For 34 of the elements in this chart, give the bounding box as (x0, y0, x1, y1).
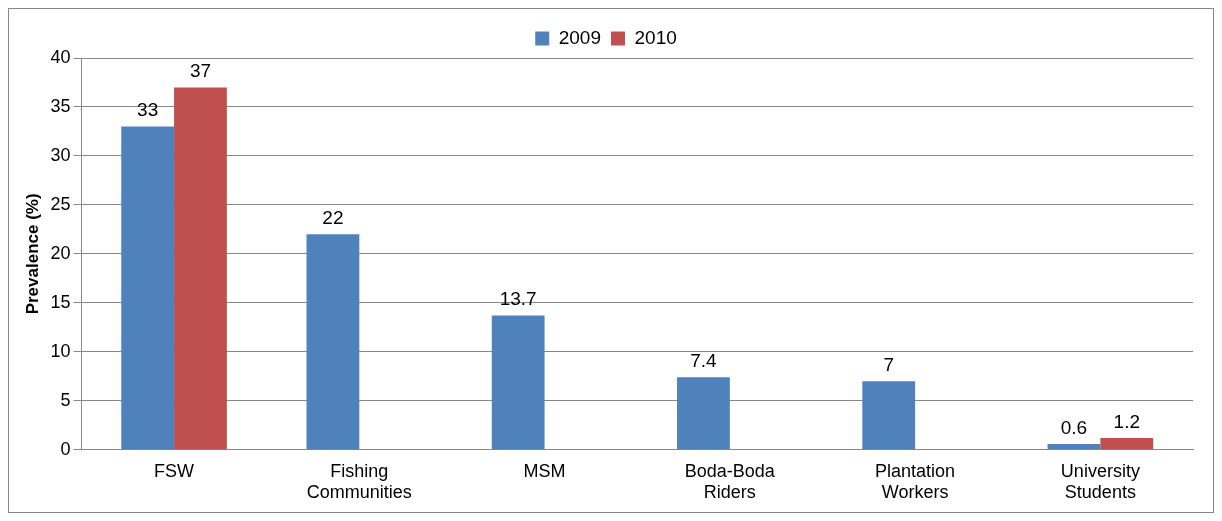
data-label: 37 (189, 60, 212, 82)
x-tick-label: Plantation Workers (875, 460, 956, 503)
data-label: 13.7 (499, 288, 537, 310)
data-label: 1.2 (1113, 410, 1140, 432)
y-tick-label: 0 (60, 438, 71, 459)
bar (121, 126, 175, 450)
bar (677, 377, 730, 450)
x-tick-label: MSM (523, 460, 566, 481)
legend-label: 2009 (558, 26, 602, 48)
y-tick-label: 10 (50, 340, 71, 361)
data-label: 33 (137, 99, 159, 121)
bar (174, 87, 227, 450)
bar (1047, 443, 1101, 450)
data-label: 7.4 (690, 350, 718, 372)
bar (862, 381, 916, 450)
bar (491, 315, 545, 450)
y-tick-label: 35 (50, 95, 71, 116)
data-label: 7 (883, 353, 894, 375)
y-tick-label: 20 (50, 242, 71, 263)
bar (1100, 438, 1154, 450)
data-label: 0.6 (1060, 416, 1088, 438)
y-axis-title: Prevalence (%) (22, 193, 42, 315)
y-tick-label: 5 (60, 389, 71, 410)
x-tick-label: University Students (1060, 460, 1140, 503)
y-tick-label: 25 (50, 193, 71, 214)
x-tick-label: Fishing Communities (306, 460, 412, 503)
x-tick-label: Boda-Boda Riders (684, 460, 776, 503)
data-label: 22 (322, 207, 344, 229)
bar (306, 234, 360, 450)
x-tick-label: FSW (154, 460, 195, 481)
y-tick-label: 15 (50, 291, 71, 312)
legend-label: 2010 (634, 26, 677, 48)
y-tick-label: 30 (50, 144, 71, 165)
y-tick-label: 40 (50, 46, 71, 67)
